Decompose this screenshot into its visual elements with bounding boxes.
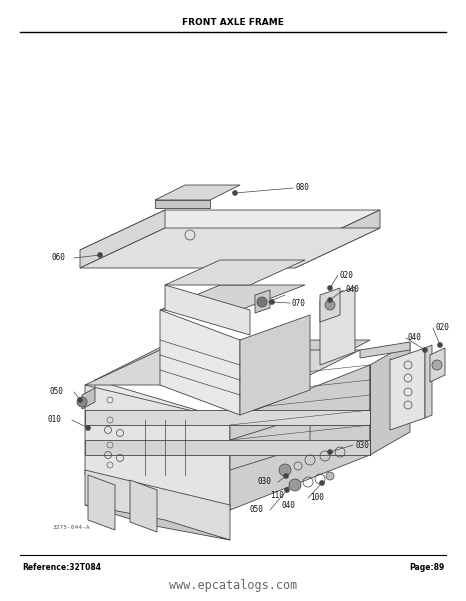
Polygon shape bbox=[320, 288, 340, 322]
Polygon shape bbox=[85, 385, 230, 510]
Text: www.epcatalogs.com: www.epcatalogs.com bbox=[169, 579, 297, 591]
Polygon shape bbox=[80, 228, 380, 268]
Polygon shape bbox=[165, 260, 305, 285]
Circle shape bbox=[423, 347, 427, 353]
Text: 100: 100 bbox=[310, 493, 324, 502]
Text: 070: 070 bbox=[292, 299, 306, 308]
Text: 040: 040 bbox=[408, 334, 422, 343]
Text: 040: 040 bbox=[345, 285, 359, 294]
Polygon shape bbox=[390, 348, 425, 430]
Text: 080: 080 bbox=[295, 183, 309, 192]
Text: 3275-044-A: 3275-044-A bbox=[53, 525, 90, 530]
Circle shape bbox=[85, 426, 90, 430]
Text: 060: 060 bbox=[52, 254, 66, 263]
Circle shape bbox=[328, 450, 333, 454]
Circle shape bbox=[438, 343, 443, 347]
Polygon shape bbox=[230, 365, 370, 510]
Polygon shape bbox=[255, 290, 270, 313]
Text: 030: 030 bbox=[355, 441, 369, 450]
Polygon shape bbox=[82, 388, 95, 409]
Polygon shape bbox=[360, 342, 410, 358]
Circle shape bbox=[283, 474, 288, 478]
Circle shape bbox=[257, 297, 267, 307]
Polygon shape bbox=[95, 340, 370, 380]
Circle shape bbox=[77, 397, 82, 403]
Text: Page:89: Page:89 bbox=[409, 563, 444, 572]
Polygon shape bbox=[85, 470, 230, 540]
Circle shape bbox=[77, 397, 87, 407]
Circle shape bbox=[269, 299, 274, 305]
Text: 030: 030 bbox=[258, 478, 272, 486]
Polygon shape bbox=[295, 210, 380, 268]
Polygon shape bbox=[370, 342, 410, 455]
Circle shape bbox=[285, 487, 289, 492]
Polygon shape bbox=[425, 345, 432, 418]
Circle shape bbox=[97, 252, 103, 257]
Polygon shape bbox=[85, 410, 370, 425]
Polygon shape bbox=[430, 348, 445, 382]
Circle shape bbox=[289, 479, 301, 491]
Polygon shape bbox=[80, 210, 380, 250]
Circle shape bbox=[233, 191, 238, 195]
Circle shape bbox=[326, 472, 334, 480]
Polygon shape bbox=[160, 285, 305, 310]
Polygon shape bbox=[240, 315, 310, 415]
Circle shape bbox=[328, 297, 333, 302]
Circle shape bbox=[328, 285, 333, 290]
Polygon shape bbox=[155, 200, 210, 208]
Text: 040: 040 bbox=[282, 501, 296, 510]
Polygon shape bbox=[155, 185, 240, 200]
Polygon shape bbox=[85, 350, 360, 385]
Polygon shape bbox=[85, 440, 370, 455]
Polygon shape bbox=[88, 475, 115, 530]
Text: FRONT AXLE FRAME: FRONT AXLE FRAME bbox=[182, 18, 284, 27]
Text: 050: 050 bbox=[50, 388, 64, 397]
Polygon shape bbox=[130, 480, 157, 532]
Text: 050: 050 bbox=[250, 505, 264, 514]
Circle shape bbox=[325, 300, 335, 310]
Text: 020: 020 bbox=[340, 270, 354, 279]
Polygon shape bbox=[160, 310, 240, 415]
Circle shape bbox=[432, 360, 442, 370]
Polygon shape bbox=[165, 285, 250, 335]
Circle shape bbox=[279, 464, 291, 476]
Text: 010: 010 bbox=[48, 415, 62, 424]
Text: 020: 020 bbox=[435, 323, 449, 332]
Polygon shape bbox=[320, 287, 355, 365]
Polygon shape bbox=[230, 415, 310, 470]
Text: Reference:32T084: Reference:32T084 bbox=[22, 563, 101, 572]
Polygon shape bbox=[80, 210, 165, 268]
Polygon shape bbox=[85, 505, 230, 540]
Text: 110: 110 bbox=[270, 490, 284, 499]
Circle shape bbox=[320, 481, 324, 486]
Polygon shape bbox=[95, 380, 230, 510]
